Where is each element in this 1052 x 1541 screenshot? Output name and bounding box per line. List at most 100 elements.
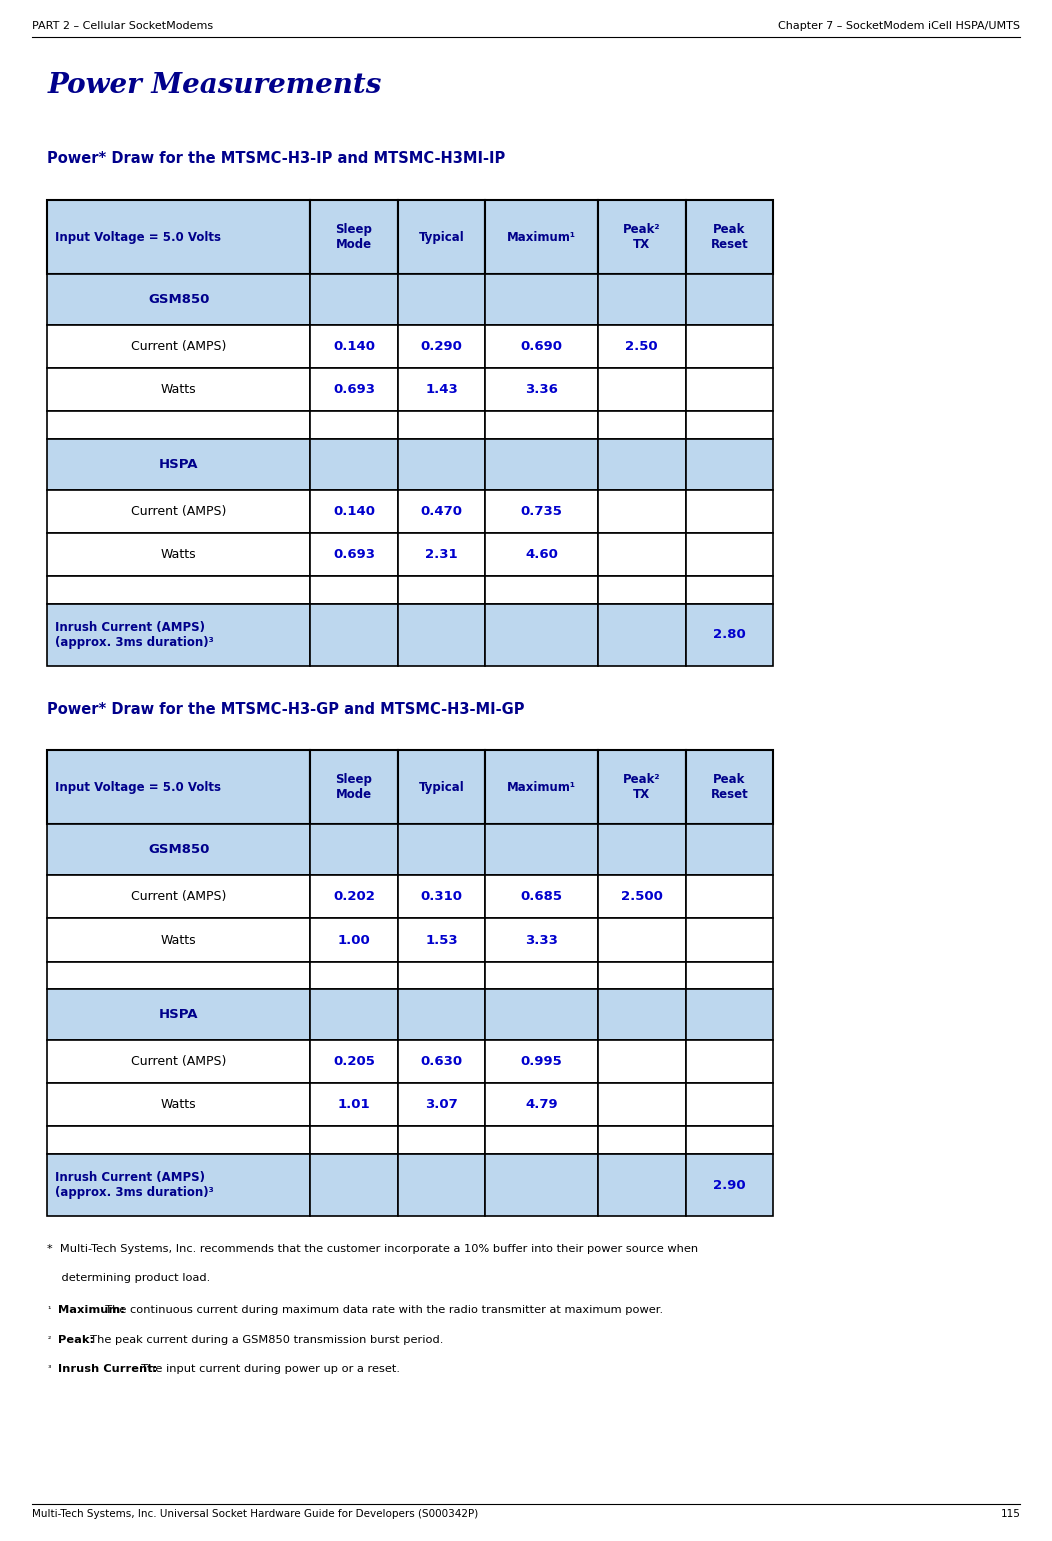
- Text: 2.80: 2.80: [713, 629, 746, 641]
- Bar: [310, 875, 398, 918]
- Bar: [598, 368, 686, 411]
- Bar: [598, 325, 686, 368]
- Text: Peak
Reset: Peak Reset: [710, 774, 748, 801]
- Bar: [485, 200, 598, 274]
- Bar: [686, 1154, 773, 1216]
- Bar: [485, 325, 598, 368]
- Bar: [598, 989, 686, 1040]
- Text: 3.36: 3.36: [525, 384, 559, 396]
- Text: 2.90: 2.90: [713, 1179, 746, 1191]
- Text: ¹: ¹: [47, 1305, 50, 1314]
- Text: 0.693: 0.693: [333, 384, 375, 396]
- Bar: [598, 1126, 686, 1154]
- Text: Watts: Watts: [161, 549, 197, 561]
- Bar: [686, 533, 773, 576]
- Text: Sleep
Mode: Sleep Mode: [336, 223, 372, 251]
- Bar: [310, 989, 398, 1040]
- Bar: [485, 875, 598, 918]
- Text: 3.33: 3.33: [525, 934, 559, 946]
- Text: ²: ²: [47, 1335, 50, 1344]
- Bar: [485, 533, 598, 576]
- Text: 0.470: 0.470: [421, 505, 463, 518]
- Bar: [310, 439, 398, 490]
- Bar: [398, 1154, 485, 1216]
- Bar: [310, 1154, 398, 1216]
- Bar: [598, 604, 686, 666]
- Bar: [47, 750, 310, 824]
- Text: Peak
Reset: Peak Reset: [710, 223, 748, 251]
- Text: 2.50: 2.50: [626, 341, 659, 353]
- Text: 0.685: 0.685: [521, 891, 563, 903]
- Bar: [47, 604, 310, 666]
- Bar: [398, 989, 485, 1040]
- Bar: [485, 576, 598, 604]
- Bar: [686, 1083, 773, 1126]
- Bar: [398, 200, 485, 274]
- Bar: [485, 989, 598, 1040]
- Bar: [598, 274, 686, 325]
- Bar: [398, 824, 485, 875]
- Bar: [310, 604, 398, 666]
- Text: Power Measurements: Power Measurements: [47, 72, 382, 100]
- Bar: [398, 1083, 485, 1126]
- Bar: [686, 325, 773, 368]
- Text: 0.690: 0.690: [521, 341, 563, 353]
- Text: 1.00: 1.00: [338, 934, 370, 946]
- Bar: [485, 1126, 598, 1154]
- Bar: [47, 411, 310, 439]
- Bar: [47, 1126, 310, 1154]
- Bar: [47, 824, 310, 875]
- Text: 4.79: 4.79: [525, 1099, 558, 1111]
- Text: Inrush Current (AMPS)
(approx. 3ms duration)³: Inrush Current (AMPS) (approx. 3ms durat…: [55, 1171, 214, 1199]
- Text: 0.995: 0.995: [521, 1056, 563, 1068]
- Text: Power* Draw for the MTSMC-H3-GP and MTSMC-H3-MI-GP: Power* Draw for the MTSMC-H3-GP and MTSM…: [47, 701, 525, 717]
- Text: Sleep
Mode: Sleep Mode: [336, 774, 372, 801]
- Text: Current (AMPS): Current (AMPS): [132, 1056, 226, 1068]
- Text: Power* Draw for the MTSMC-H3-IP and MTSMC-H3MI-IP: Power* Draw for the MTSMC-H3-IP and MTSM…: [47, 151, 506, 166]
- Text: Maximum¹: Maximum¹: [507, 231, 576, 243]
- Bar: [485, 824, 598, 875]
- Text: 0.693: 0.693: [333, 549, 375, 561]
- Bar: [310, 824, 398, 875]
- Text: Input Voltage = 5.0 Volts: Input Voltage = 5.0 Volts: [55, 781, 221, 794]
- Bar: [310, 325, 398, 368]
- Bar: [47, 1040, 310, 1083]
- Bar: [398, 875, 485, 918]
- Text: Typical: Typical: [419, 231, 464, 243]
- Bar: [485, 962, 598, 989]
- Text: Inrush Current:: Inrush Current:: [58, 1364, 157, 1373]
- Text: 1.01: 1.01: [338, 1099, 370, 1111]
- Text: The continuous current during maximum data rate with the radio transmitter at ma: The continuous current during maximum da…: [98, 1305, 664, 1314]
- Text: 3.07: 3.07: [425, 1099, 458, 1111]
- Bar: [47, 875, 310, 918]
- Bar: [686, 368, 773, 411]
- Bar: [47, 962, 310, 989]
- Bar: [47, 325, 310, 368]
- Bar: [686, 576, 773, 604]
- Text: PART 2 – Cellular SocketModems: PART 2 – Cellular SocketModems: [32, 22, 213, 31]
- Text: The input current during power up or a reset.: The input current during power up or a r…: [134, 1364, 400, 1373]
- Bar: [686, 962, 773, 989]
- Bar: [598, 490, 686, 533]
- Text: GSM850: GSM850: [148, 843, 209, 857]
- Text: 0.735: 0.735: [521, 505, 563, 518]
- Bar: [47, 1083, 310, 1126]
- Text: 2.500: 2.500: [621, 891, 663, 903]
- Bar: [598, 1083, 686, 1126]
- Bar: [686, 824, 773, 875]
- Bar: [398, 1126, 485, 1154]
- Bar: [598, 576, 686, 604]
- Text: Chapter 7 – SocketModem iCell HSPA/UMTS: Chapter 7 – SocketModem iCell HSPA/UMTS: [778, 22, 1020, 31]
- Bar: [686, 604, 773, 666]
- Text: Peak²
TX: Peak² TX: [623, 223, 661, 251]
- Bar: [485, 411, 598, 439]
- Text: Current (AMPS): Current (AMPS): [132, 505, 226, 518]
- Text: 0.140: 0.140: [333, 341, 375, 353]
- Bar: [310, 200, 398, 274]
- Bar: [485, 1154, 598, 1216]
- Bar: [310, 274, 398, 325]
- Bar: [686, 490, 773, 533]
- Bar: [47, 989, 310, 1040]
- Text: HSPA: HSPA: [159, 458, 199, 472]
- Text: 2.31: 2.31: [425, 549, 458, 561]
